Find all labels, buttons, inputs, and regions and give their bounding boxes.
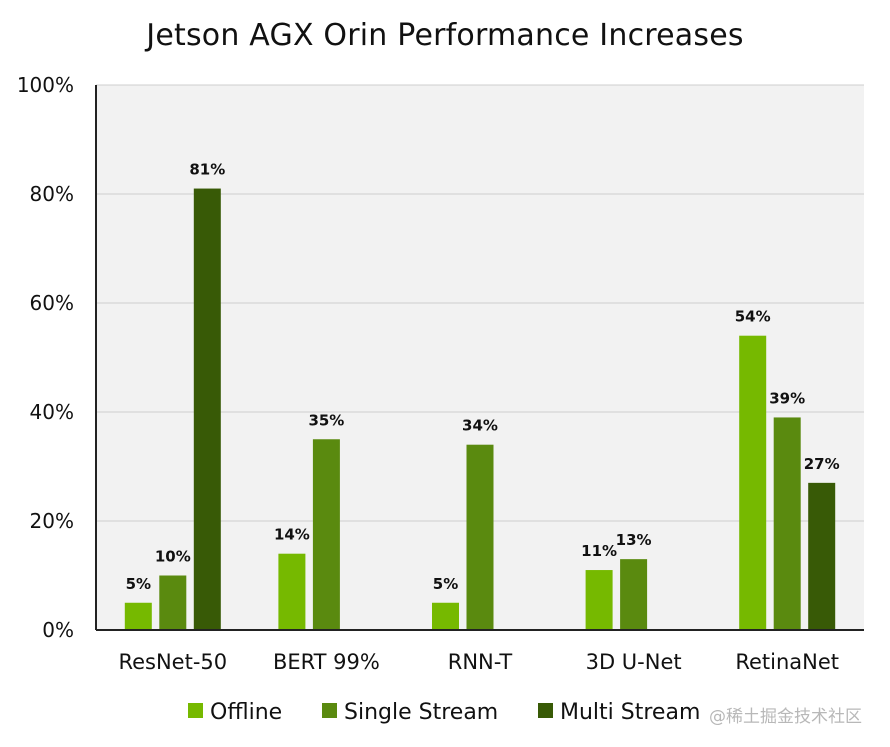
bar-single-stream bbox=[312, 439, 340, 630]
legend-item: Offline bbox=[188, 700, 282, 725]
y-tick-label: 100% bbox=[17, 73, 74, 97]
legend-swatch bbox=[188, 703, 203, 718]
chart-title: Jetson AGX Orin Performance Increases bbox=[146, 18, 744, 53]
data-label: 5% bbox=[126, 575, 151, 593]
x-category-label: BERT 99% bbox=[273, 650, 380, 674]
data-label: 39% bbox=[769, 389, 805, 407]
bar-single-stream bbox=[466, 444, 494, 630]
bar-offline bbox=[432, 602, 459, 630]
bar-offline bbox=[739, 335, 767, 630]
bar-offline bbox=[585, 570, 613, 630]
bar-multi-stream bbox=[808, 482, 836, 630]
bar-single-stream bbox=[620, 559, 648, 630]
y-tick-label: 60% bbox=[30, 291, 74, 315]
legend: Offline Single Stream Multi Stream bbox=[188, 700, 700, 725]
bar-single-stream bbox=[773, 417, 801, 630]
data-label: 54% bbox=[735, 308, 771, 326]
x-category-label: RetinaNet bbox=[735, 650, 839, 674]
legend-item: Single Stream bbox=[322, 700, 498, 725]
data-labels: 5%10%81%14%35%5%34%11%13%54%39%27% bbox=[126, 161, 840, 593]
data-label: 34% bbox=[462, 417, 498, 435]
data-label: 5% bbox=[433, 575, 458, 593]
legend-label: Multi Stream bbox=[560, 700, 700, 725]
y-tick-label: 40% bbox=[30, 400, 74, 424]
x-category-label: RNN-T bbox=[448, 650, 513, 674]
legend-label: Offline bbox=[210, 700, 282, 725]
data-label: 10% bbox=[155, 548, 191, 566]
bar-single-stream bbox=[159, 575, 187, 630]
bar-offline bbox=[278, 553, 306, 630]
data-label: 11% bbox=[581, 542, 617, 560]
x-axis-categories: ResNet-50 BERT 99% RNN-T 3D U-Net RetinaNet bbox=[118, 650, 839, 674]
legend-swatch bbox=[322, 703, 337, 718]
x-category-label: 3D U-Net bbox=[586, 650, 682, 674]
axes bbox=[95, 85, 864, 631]
bars bbox=[124, 188, 836, 631]
watermark-text: @稀土掘金技术社区 bbox=[709, 707, 862, 727]
bar-offline bbox=[124, 602, 152, 630]
legend-label: Single Stream bbox=[344, 700, 498, 725]
data-label: 27% bbox=[804, 455, 840, 473]
data-label: 13% bbox=[616, 531, 652, 549]
data-label: 81% bbox=[189, 161, 225, 179]
y-tick-label: 80% bbox=[30, 182, 74, 206]
x-category-label: ResNet-50 bbox=[118, 650, 227, 674]
y-axis-ticks: 0% 20% 40% 60% 80% 100% bbox=[17, 73, 74, 642]
legend-swatch bbox=[538, 703, 553, 718]
data-label: 14% bbox=[274, 526, 310, 544]
legend-item: Multi Stream bbox=[538, 700, 700, 725]
bar-multi-stream bbox=[193, 188, 221, 631]
y-tick-label: 20% bbox=[30, 509, 74, 533]
y-tick-label: 0% bbox=[42, 618, 74, 642]
data-label: 35% bbox=[308, 411, 344, 429]
